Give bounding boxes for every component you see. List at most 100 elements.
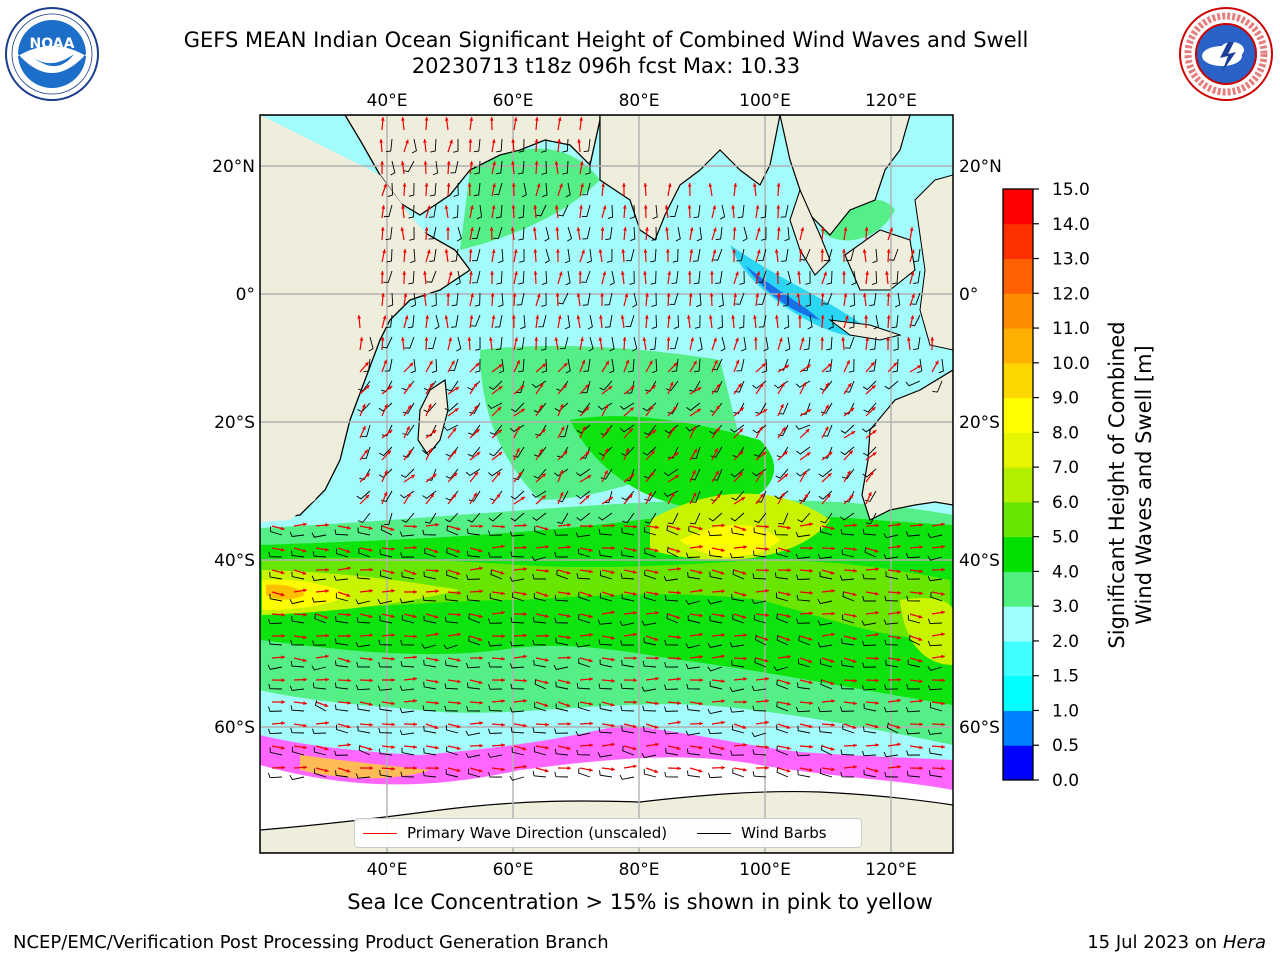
wind-barb (467, 446, 481, 457)
wave-arrowhead (786, 614, 791, 618)
wind-barb (290, 705, 305, 712)
wind-barb (776, 767, 789, 778)
wave-arrowhead (841, 337, 846, 341)
wind-barb (620, 550, 635, 558)
wind-barb (697, 336, 703, 352)
wave-arrowhead (566, 680, 571, 685)
wave-arrowhead (875, 678, 879, 683)
wind-barb (450, 314, 459, 328)
colorbar-tick-label: 13.0 (1052, 250, 1090, 270)
wave-arrowhead (522, 591, 527, 596)
wave-arrowhead (940, 591, 945, 596)
wind-barb (863, 769, 877, 778)
wind-barb (776, 548, 789, 558)
wind-barb (541, 160, 547, 175)
wave-arrowhead (478, 768, 483, 773)
wave-arrowhead (885, 271, 889, 275)
colorbar-swatch (1003, 745, 1033, 781)
wave-arrowhead (387, 450, 391, 455)
wave-arrowhead (491, 249, 496, 253)
wave-arrowhead (809, 611, 813, 616)
wave-arrowhead (910, 249, 915, 254)
wind-barb (378, 704, 393, 712)
wind-barb (891, 314, 899, 329)
wave-arrowhead (862, 293, 867, 297)
wave-arrowhead (897, 764, 901, 769)
wave-arrowhead (654, 548, 659, 553)
wave-arrowhead (544, 703, 549, 707)
wind-barb (742, 226, 748, 242)
wave-arrowhead (846, 470, 851, 475)
wave-arrowhead (821, 227, 825, 231)
wave-arrowhead (579, 161, 584, 166)
wind-barb (587, 314, 593, 330)
wind-barb (795, 706, 811, 713)
footer-credit: NCEP/EMC/Verification Post Processing Pr… (13, 932, 609, 953)
wind-barb (466, 595, 481, 602)
wind-barb (578, 548, 591, 558)
wave-arrowhead (468, 249, 473, 253)
wave-arrowhead (852, 725, 857, 729)
wave-arrowhead (424, 227, 429, 231)
wind-barb (559, 424, 569, 438)
wind-barb (751, 685, 767, 692)
wave-arrowhead (514, 271, 518, 276)
wave-arrowhead (413, 545, 417, 550)
wave-arrowhead (391, 701, 395, 706)
wave-arrowhead (743, 677, 747, 681)
wind-barb (575, 468, 591, 477)
wave-arrowhead (666, 293, 671, 297)
wave-arrowhead (919, 699, 923, 703)
wave-arrowhead (585, 495, 590, 499)
wind-barb (586, 248, 592, 264)
colorbar-tick-label: 7.0 (1052, 458, 1079, 478)
wind-barb (719, 204, 726, 220)
wind-barb (883, 554, 899, 560)
wind-barb (554, 551, 569, 558)
wave-arrowhead (784, 473, 789, 478)
wave-arrowhead (479, 524, 483, 529)
wave-arrowhead (369, 722, 373, 727)
wave-arrowhead (523, 612, 527, 617)
wave-arrowhead (611, 546, 615, 551)
wind-barb (883, 619, 899, 625)
wave-arrowhead (567, 591, 571, 596)
wave-arrowhead (444, 249, 449, 253)
wind-barb (644, 490, 657, 502)
wind-barb (840, 446, 855, 456)
wave-arrowhead (699, 613, 703, 618)
wind-barb (709, 615, 723, 624)
wind-barb (313, 747, 327, 756)
wave-arrowhead (413, 745, 417, 749)
wind-barb (913, 248, 921, 263)
wave-arrowhead (721, 654, 725, 659)
land-philippines-indonesia (914, 174, 953, 351)
colorbar-tick-label: 0.5 (1052, 736, 1079, 756)
wind-barb (488, 380, 503, 390)
wave-arrowhead (533, 249, 538, 253)
wind-barb (884, 684, 899, 690)
wind-barb (465, 752, 481, 758)
wave-arrowhead (699, 678, 703, 683)
sea-ice-yellow (300, 755, 430, 779)
wave-arrowhead (650, 471, 655, 476)
wave-arrowhead (919, 591, 923, 596)
wave-arrowhead (544, 657, 549, 662)
wind-barb (541, 138, 547, 153)
wave-arrowhead (491, 139, 496, 143)
wave-arrowhead (785, 365, 790, 369)
wave-arrowhead (368, 526, 373, 530)
wave-arrowhead (625, 359, 630, 364)
wave-arrowhead (365, 473, 370, 478)
wave-arrowhead (577, 139, 582, 143)
wind-barb (576, 490, 591, 499)
colorbar-label-line2: Wind Waves and Swell [m] (1132, 345, 1156, 625)
wind-barb (576, 424, 591, 434)
wave-arrowhead (875, 610, 879, 615)
wave-arrowhead (601, 183, 606, 187)
nws-logo (1179, 7, 1273, 101)
wave-arrowhead (429, 383, 433, 388)
wind-barb (717, 314, 723, 329)
wind-barb (752, 771, 767, 778)
wave-arrowhead (610, 593, 615, 597)
